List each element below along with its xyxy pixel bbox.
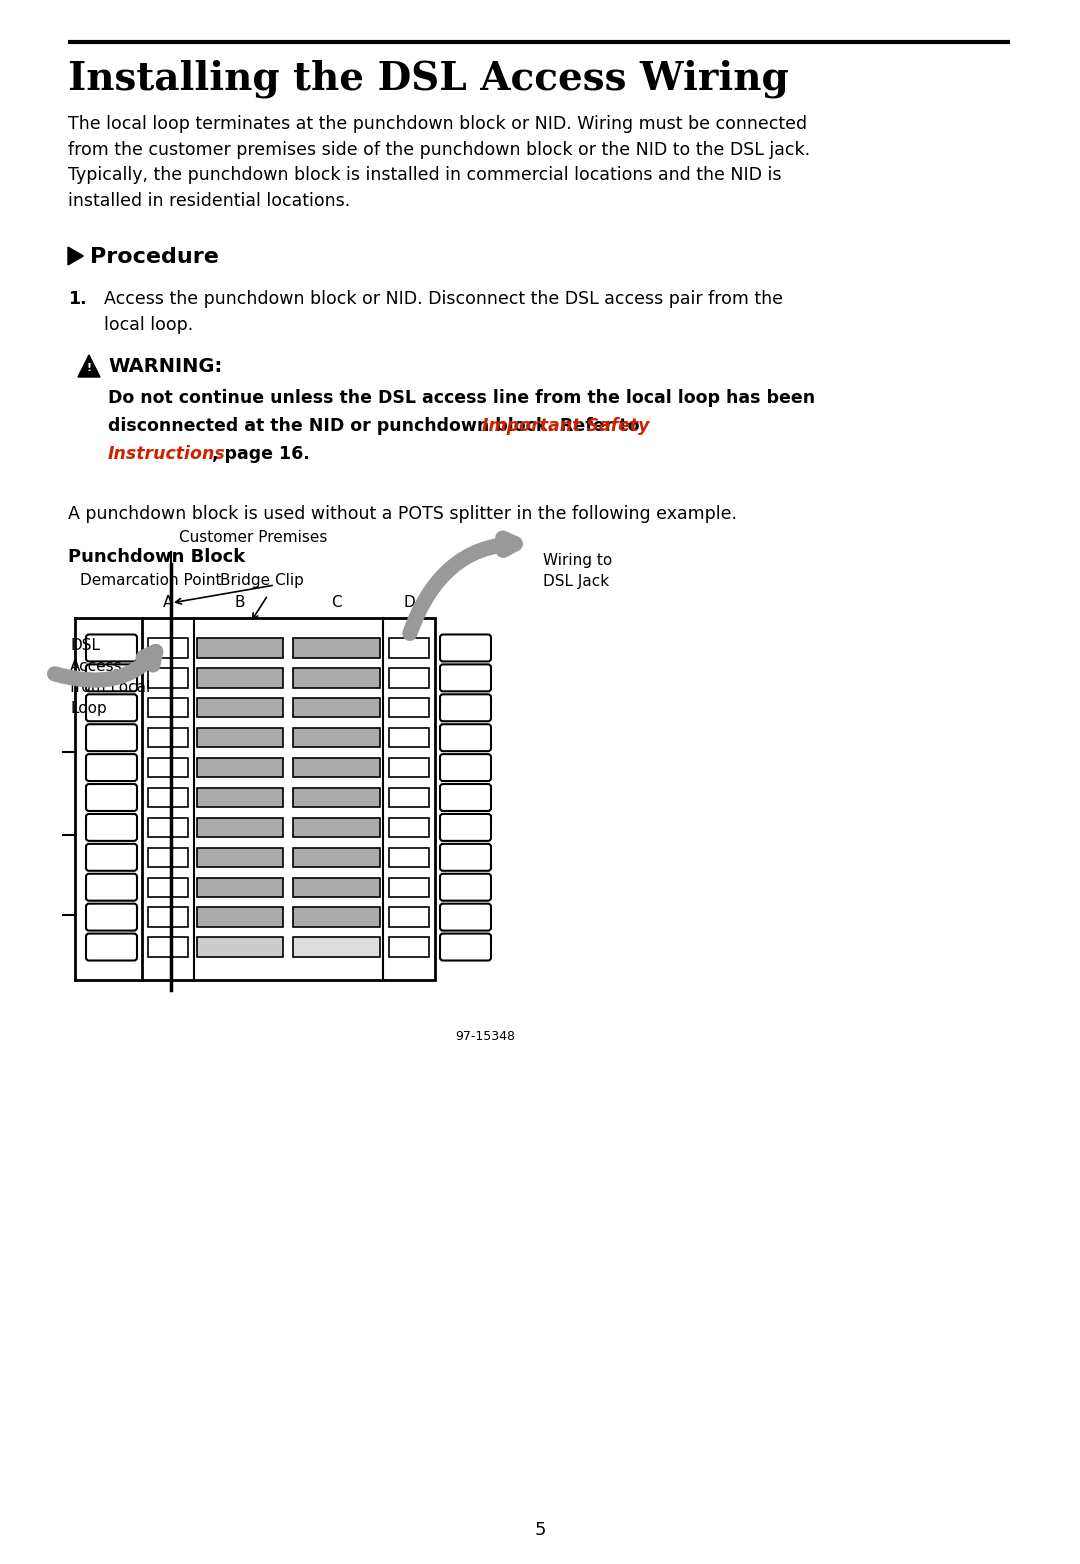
Text: C: C	[332, 594, 341, 610]
FancyBboxPatch shape	[440, 724, 491, 751]
Text: Demarcation Point: Demarcation Point	[80, 572, 221, 588]
FancyBboxPatch shape	[86, 934, 137, 960]
FancyBboxPatch shape	[440, 694, 491, 721]
FancyBboxPatch shape	[86, 813, 137, 841]
FancyArrowPatch shape	[410, 538, 515, 633]
Bar	[293, 907, 380, 927]
FancyBboxPatch shape	[440, 784, 491, 812]
Bar	[148, 668, 188, 688]
Text: Customer Premises: Customer Premises	[179, 530, 327, 544]
Bar	[197, 788, 283, 807]
FancyBboxPatch shape	[440, 635, 491, 662]
Bar	[293, 638, 380, 658]
Bar	[148, 937, 188, 957]
Bar	[389, 907, 429, 927]
FancyBboxPatch shape	[86, 904, 137, 931]
Bar	[148, 848, 188, 866]
Bar	[389, 788, 429, 807]
Bar	[293, 759, 380, 777]
Text: Access the punchdown block or NID. Disconnect the DSL access pair from the
local: Access the punchdown block or NID. Disco…	[104, 289, 783, 333]
Bar	[197, 907, 283, 927]
Bar	[148, 698, 188, 718]
Bar	[148, 727, 188, 748]
FancyBboxPatch shape	[440, 845, 491, 871]
Bar	[389, 638, 429, 658]
Bar	[197, 668, 283, 688]
FancyBboxPatch shape	[440, 874, 491, 901]
Text: Installing the DSL Access Wiring: Installing the DSL Access Wiring	[68, 59, 788, 99]
Bar	[293, 727, 380, 748]
Text: disconnected at the NID or punchdown block. Refer to: disconnected at the NID or punchdown blo…	[108, 418, 646, 435]
Text: 97-15348: 97-15348	[455, 1031, 515, 1043]
Text: Bridge Clip: Bridge Clip	[220, 572, 303, 588]
FancyBboxPatch shape	[86, 874, 137, 901]
Bar	[197, 759, 283, 777]
Bar	[197, 638, 283, 658]
FancyArrowPatch shape	[55, 652, 156, 680]
Bar	[293, 937, 380, 957]
FancyBboxPatch shape	[86, 665, 137, 691]
FancyBboxPatch shape	[440, 754, 491, 780]
Bar	[293, 877, 380, 896]
Bar	[197, 698, 283, 718]
Bar	[141, 618, 435, 981]
Bar	[389, 937, 429, 957]
Text: 1.: 1.	[68, 289, 86, 308]
Bar	[389, 698, 429, 718]
Text: Important Safety: Important Safety	[482, 418, 649, 435]
Text: D: D	[403, 594, 415, 610]
Text: Wiring to
DSL Jack: Wiring to DSL Jack	[543, 554, 612, 590]
Bar	[148, 759, 188, 777]
Bar	[148, 907, 188, 927]
FancyBboxPatch shape	[86, 754, 137, 780]
Bar	[148, 638, 188, 658]
FancyBboxPatch shape	[440, 904, 491, 931]
Bar	[197, 877, 283, 896]
Bar	[197, 727, 283, 748]
Polygon shape	[68, 247, 83, 264]
Text: DSL
Access
from Local
Loop: DSL Access from Local Loop	[70, 638, 150, 716]
FancyBboxPatch shape	[86, 635, 137, 662]
FancyBboxPatch shape	[440, 813, 491, 841]
Text: Instructions: Instructions	[108, 446, 226, 463]
Bar	[389, 668, 429, 688]
Bar	[293, 848, 380, 866]
Bar	[293, 698, 380, 718]
Text: The local loop terminates at the punchdown block or NID. Wiring must be connecte: The local loop terminates at the punchdo…	[68, 116, 810, 210]
Bar	[148, 818, 188, 837]
Bar	[389, 727, 429, 748]
Text: A: A	[163, 594, 173, 610]
Text: !: !	[86, 363, 92, 372]
Text: Procedure: Procedure	[90, 247, 219, 267]
FancyBboxPatch shape	[440, 665, 491, 691]
Bar	[389, 877, 429, 896]
FancyBboxPatch shape	[86, 694, 137, 721]
Text: Do not continue unless the DSL access line from the local loop has been: Do not continue unless the DSL access li…	[108, 389, 815, 407]
Text: B: B	[234, 594, 245, 610]
Bar	[389, 759, 429, 777]
FancyBboxPatch shape	[86, 724, 137, 751]
Text: , page 16.: , page 16.	[212, 446, 310, 463]
Polygon shape	[78, 355, 100, 377]
FancyBboxPatch shape	[86, 784, 137, 812]
Text: A punchdown block is used without a POTS splitter in the following example.: A punchdown block is used without a POTS…	[68, 505, 737, 522]
FancyBboxPatch shape	[86, 845, 137, 871]
Text: WARNING:: WARNING:	[108, 357, 222, 375]
FancyBboxPatch shape	[440, 934, 491, 960]
Bar	[389, 848, 429, 866]
Bar	[293, 818, 380, 837]
Bar	[293, 788, 380, 807]
Bar	[148, 877, 188, 896]
Text: Punchdown Block: Punchdown Block	[68, 547, 245, 566]
Text: 5: 5	[535, 1522, 545, 1539]
Bar	[197, 848, 283, 866]
Bar	[389, 818, 429, 837]
Bar	[293, 668, 380, 688]
Bar	[197, 818, 283, 837]
Bar	[148, 788, 188, 807]
Bar	[197, 937, 283, 957]
